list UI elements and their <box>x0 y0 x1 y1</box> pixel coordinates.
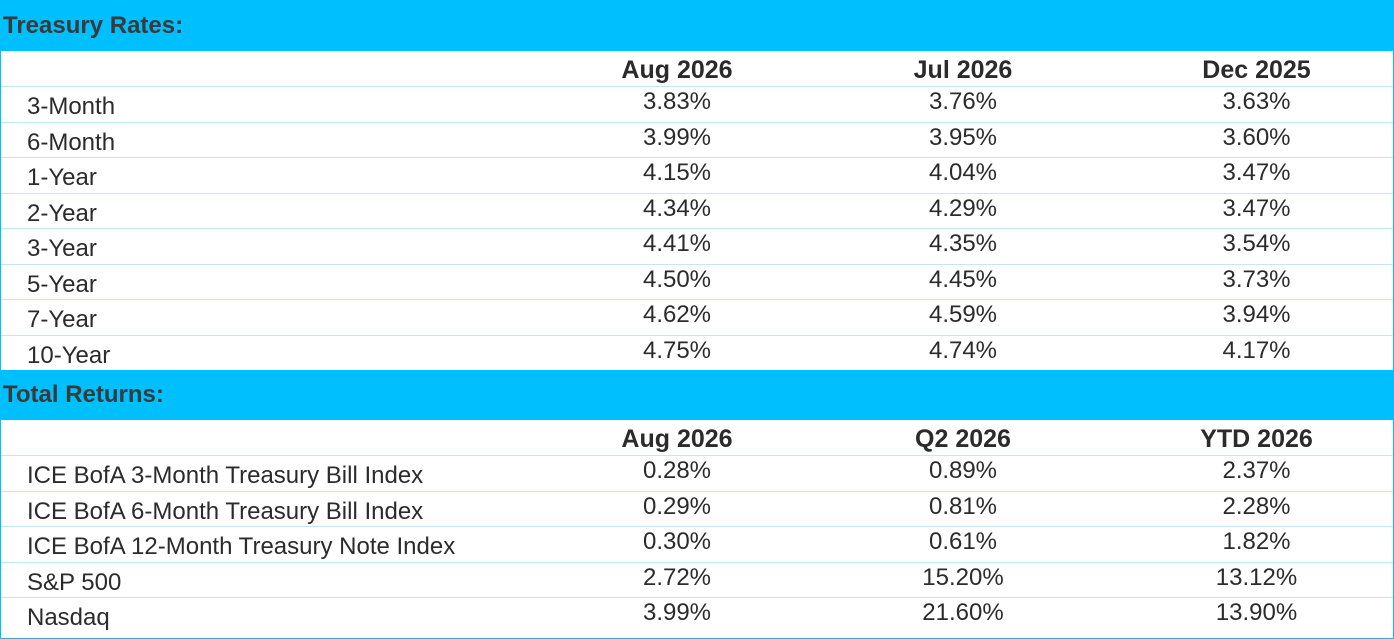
row-label: 2-Year <box>27 199 97 227</box>
table-cell: 3.83% <box>642 88 712 115</box>
table-cell: 4.74% <box>928 336 998 364</box>
table-cell: 4.41% <box>642 230 712 257</box>
column-header: Jul 2026 <box>913 56 1013 84</box>
table-cell: 3.73% <box>1222 265 1291 293</box>
column-header: Aug 2026 <box>621 56 733 84</box>
table-cell: 4.04% <box>928 159 998 186</box>
table-cell: 3.60% <box>1222 123 1291 151</box>
column-header <box>1 51 571 86</box>
row-label: 3-Month <box>27 93 116 120</box>
table-cell: 3.47% <box>1222 194 1291 222</box>
table-cell: 4.15% <box>642 159 712 186</box>
row-label: 1-Year <box>27 164 97 191</box>
table-cell: 4.45% <box>928 265 998 293</box>
table-row: ICE BofA 6-Month Treasury Bill Index 0.29… <box>1 490 1393 527</box>
table-cell: 4.59% <box>928 301 998 328</box>
table-cell: 3.63% <box>1222 88 1291 115</box>
treasury-section: Treasury Rates: Aug 2026 Jul 2026 Dec 2025 3… <box>1 1 1393 370</box>
returns-section-title: Total Returns: <box>1 370 1393 420</box>
column-header: Q2 2026 <box>915 425 1011 453</box>
table-cell: 0.28% <box>642 457 712 484</box>
table-cell: 3.76% <box>928 88 998 115</box>
table-row: 1-Year 4.15% 4.04% 3.47% <box>1 157 1393 193</box>
returns-header-row: Aug 2026 Q2 2026 YTD 2026 <box>1 420 1393 455</box>
table-cell: 4.34% <box>642 194 712 222</box>
row-label: ICE BofA 6-Month Treasury Bill Index <box>27 497 424 525</box>
table-cell: 3.95% <box>928 123 998 151</box>
column-header: YTD 2026 <box>1200 425 1313 453</box>
table-cell: 4.17% <box>1222 336 1291 364</box>
table-cell: 2.28% <box>1222 492 1291 520</box>
table-cell: 0.29% <box>642 492 712 520</box>
table-cell: 13.90% <box>1215 599 1298 626</box>
row-label: S&P 500 <box>27 568 122 596</box>
table-row: 7-Year 4.62% 4.59% 3.94% <box>1 299 1393 335</box>
table-cell: 3.99% <box>642 599 712 626</box>
returns-section: Total Returns: Aug 2026 Q2 2026 YTD 2026 ICE… <box>1 370 1393 633</box>
table-row: 10-Year 4.75% 4.74% 4.17% <box>1 334 1393 371</box>
row-label: Nasdaq <box>27 604 110 631</box>
row-label: 6-Month <box>27 128 116 156</box>
table-row: ICE BofA 12-Month Treasury Note Index 0.3… <box>1 526 1393 562</box>
table-row: 3-Year 4.41% 4.35% 3.54% <box>1 228 1393 264</box>
table-cell: 0.30% <box>642 528 712 555</box>
row-label: 5-Year <box>27 270 97 298</box>
table-cell: 4.35% <box>928 230 998 257</box>
table-cell: 2.37% <box>1222 457 1291 484</box>
table-cell: 4.29% <box>928 194 998 222</box>
table-cell: 3.94% <box>1222 301 1291 328</box>
table-cell: 3.54% <box>1222 230 1291 257</box>
row-label: 10-Year <box>27 341 111 369</box>
table-cell: 2.72% <box>642 563 712 591</box>
table-cell: 13.12% <box>1215 563 1298 591</box>
table-row: 3-Month 3.83% 3.76% 3.63% <box>1 86 1393 122</box>
table-cell: 0.81% <box>928 492 998 520</box>
table-cell: 21.60% <box>922 599 1004 626</box>
column-header: Dec 2025 <box>1202 56 1311 84</box>
row-label: ICE BofA 12-Month Treasury Note Index <box>27 533 456 560</box>
table-cell: 4.50% <box>642 265 712 293</box>
row-label: 3-Year <box>27 235 97 262</box>
table-row: 2-Year 4.34% 4.29% 3.47% <box>1 192 1393 229</box>
table-cell: 4.62% <box>642 301 712 328</box>
treasury-section-title: Treasury Rates: <box>1 1 1393 51</box>
treasury-header-row: Aug 2026 Jul 2026 Dec 2025 <box>1 51 1393 86</box>
column-header <box>1 420 571 455</box>
table-cell: 0.61% <box>928 528 998 555</box>
table-row: Nasdaq 3.99% 21.60% 13.90% <box>1 597 1393 633</box>
table-cell: 0.89% <box>928 457 998 484</box>
table-cell: 15.20% <box>922 563 1004 591</box>
table-cell: 3.99% <box>642 123 712 151</box>
table-cell: 3.47% <box>1222 159 1291 186</box>
table-row: S&P 500 2.72% 15.20% 13.12% <box>1 561 1393 598</box>
table-row: 5-Year 4.50% 4.45% 3.73% <box>1 263 1393 300</box>
table-row: 6-Month 3.99% 3.95% 3.60% <box>1 121 1393 158</box>
table-row: ICE BofA 3-Month Treasury Bill Index 0.28… <box>1 455 1393 491</box>
table-cell: 4.75% <box>642 336 712 364</box>
column-header: Aug 2026 <box>621 425 733 453</box>
table-cell: 1.82% <box>1222 528 1291 555</box>
row-label: 7-Year <box>27 306 97 333</box>
row-label: ICE BofA 3-Month Treasury Bill Index <box>27 462 424 489</box>
